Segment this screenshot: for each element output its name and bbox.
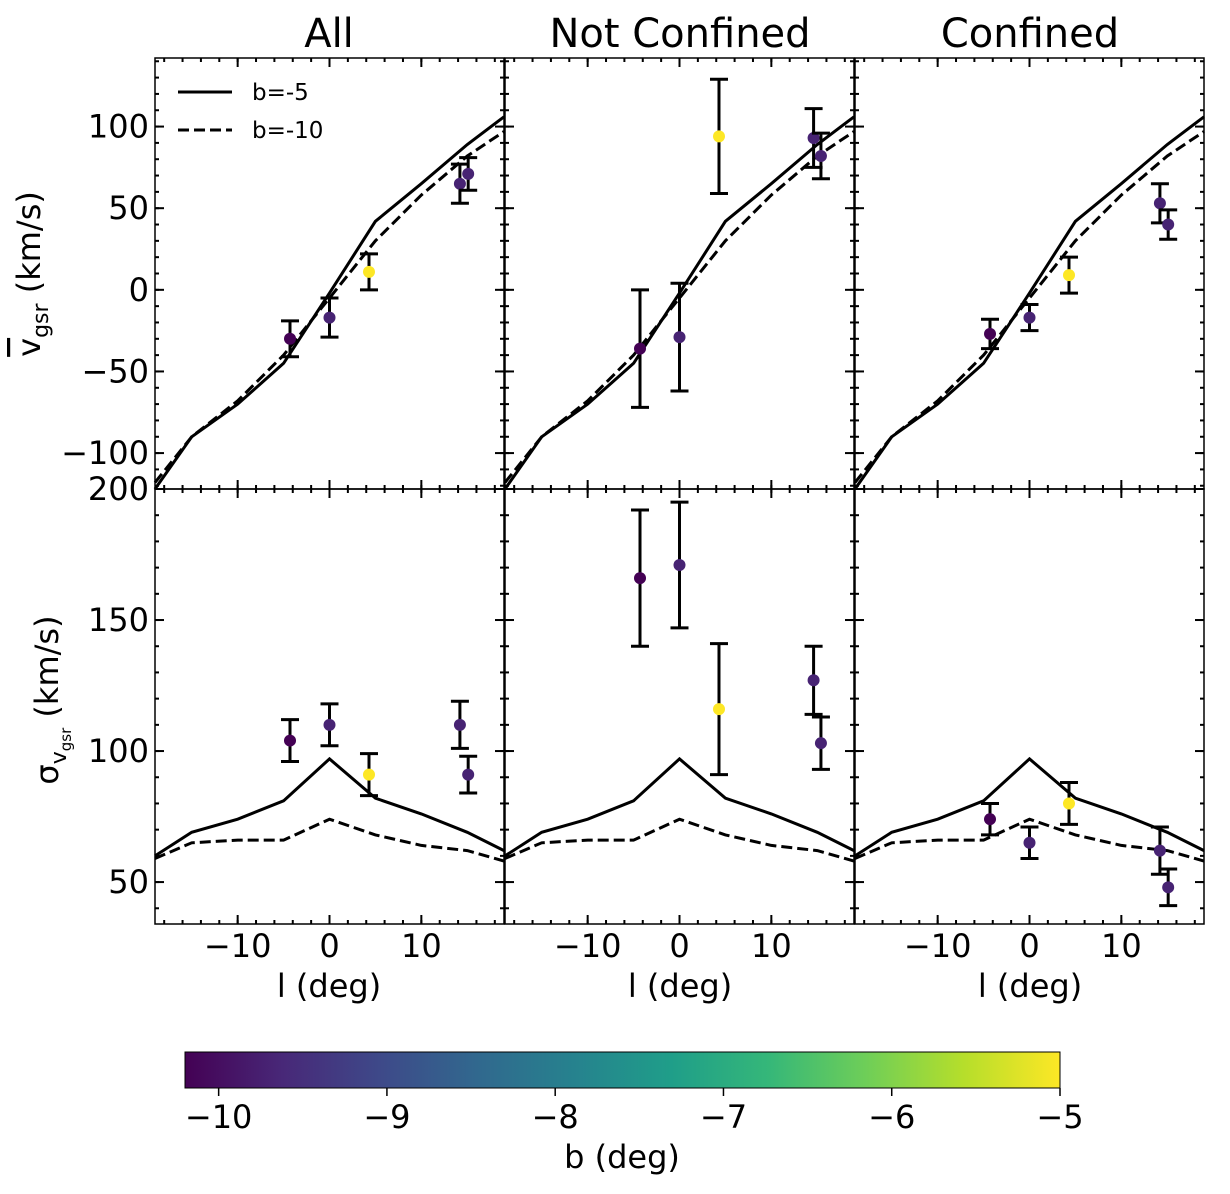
colorbar-tick-label: −7 — [700, 1098, 747, 1136]
x-axis-labels: l (deg) l (deg) l (deg) — [277, 967, 1082, 1005]
model-line-b-5 — [853, 115, 1205, 490]
y-tick-label: 50 — [108, 863, 149, 901]
model-line-b-10 — [153, 130, 505, 484]
x-tick-label: 0 — [319, 927, 339, 965]
x-tick-label: 10 — [751, 927, 792, 965]
colorbar-label: b (deg) — [564, 1138, 680, 1176]
panel-dispersion-not-confined: −10 0 10 — [504, 488, 855, 965]
data-point — [453, 718, 466, 731]
y-axis-label-mean: vgsr (km/s) — [10, 191, 54, 357]
data-point — [1023, 836, 1036, 849]
colorbar-tick-label: −6 — [868, 1098, 915, 1136]
data-point — [1023, 311, 1036, 324]
data-point — [1162, 218, 1175, 231]
data-point — [323, 718, 336, 731]
data-point — [323, 311, 336, 324]
data-point — [712, 130, 725, 143]
model-line-b-5 — [504, 756, 855, 858]
x-tick-label: −10 — [204, 927, 272, 965]
colorbar-tick-label: −5 — [1036, 1098, 1083, 1136]
model-line-b-10 — [853, 130, 1205, 484]
colorbar-tick-label: −8 — [532, 1098, 579, 1136]
column-title-not-confined: Not Confined — [549, 11, 810, 57]
y-tick-label: 100 — [88, 732, 149, 770]
data-point — [1062, 269, 1075, 282]
column-titles: All Not Confined Confined — [304, 11, 1119, 57]
y-tick-label: 0 — [129, 271, 149, 309]
x-axis-label-confined: l (deg) — [978, 967, 1082, 1005]
panel-dispersion-confined: −10 0 10 — [854, 488, 1205, 965]
data-point — [807, 131, 820, 144]
data-point — [362, 265, 375, 278]
y-tick-label: 100 — [88, 108, 149, 146]
y-axis-label-dispersion: σvgsr (km/s) — [28, 615, 75, 784]
data-point — [634, 342, 647, 355]
y-tick-label: 50 — [108, 189, 149, 227]
x-axis-label-not-confined: l (deg) — [628, 967, 732, 1005]
panel-mean-not-confined — [503, 57, 855, 490]
data-point — [1162, 881, 1175, 894]
panel-mean-all: −100 −50 0 50 100 b=-5 b=-10 — [61, 57, 505, 490]
data-point — [814, 149, 827, 162]
data-point — [284, 734, 297, 747]
panel-mean-confined — [853, 57, 1205, 490]
y-tick-label: −100 — [61, 434, 149, 472]
column-title-all: All — [304, 11, 354, 57]
data-point — [1062, 797, 1075, 810]
data-point — [453, 177, 466, 190]
x-tick-label: −10 — [554, 927, 622, 965]
model-line-b-10 — [504, 817, 855, 863]
legend: b=-5 b=-10 — [178, 80, 323, 144]
model-line-b-10 — [854, 817, 1205, 863]
column-title-confined: Confined — [941, 11, 1119, 57]
data-point — [284, 332, 297, 345]
data-point — [462, 167, 475, 180]
colorbar: −10 −9 −8 −7 −6 −5 b (deg) — [184, 1051, 1084, 1176]
data-point — [673, 331, 686, 344]
x-tick-label: 10 — [1101, 927, 1142, 965]
data-point — [634, 572, 647, 585]
data-point — [984, 327, 997, 340]
x-tick-label: 0 — [1019, 927, 1039, 965]
y-tick-label: 150 — [88, 601, 149, 639]
legend-label-b-5: b=-5 — [252, 80, 309, 106]
data-point — [807, 674, 820, 687]
y-tick-label: 200 — [88, 470, 149, 508]
panel-frame — [504, 488, 855, 925]
panel-dispersion-all: 50 100 150 200 −10 0 10 — [88, 470, 505, 965]
data-point — [462, 768, 475, 781]
data-point — [1153, 197, 1166, 210]
model-line-b-5 — [154, 756, 505, 858]
legend-label-b-10: b=-10 — [252, 118, 323, 144]
y-axis-labels: vgsr (km/s) σvgsr (km/s) — [10, 191, 75, 784]
colorbar-tick-label: −9 — [363, 1098, 410, 1136]
panel-frame — [854, 488, 1205, 925]
colorbar-gradient — [184, 1051, 1061, 1089]
x-tick-label: −10 — [904, 927, 972, 965]
model-line-b-10 — [154, 817, 505, 863]
data-point — [1153, 844, 1166, 857]
panel-frame — [154, 488, 505, 925]
data-point — [362, 768, 375, 781]
x-axis-label-all: l (deg) — [277, 967, 381, 1005]
x-tick-label: 10 — [401, 927, 442, 965]
colorbar-tick-label: −10 — [185, 1098, 253, 1136]
y-tick-label: −50 — [81, 352, 149, 390]
model-line-b-5 — [153, 115, 505, 490]
data-point — [673, 558, 686, 571]
colorbar-ticks: −10 −9 −8 −7 −6 −5 — [185, 1088, 1084, 1136]
model-line-b-10 — [503, 130, 855, 484]
data-point — [814, 737, 827, 750]
data-point — [984, 813, 997, 826]
x-tick-label: 0 — [669, 927, 689, 965]
data-point — [712, 703, 725, 716]
